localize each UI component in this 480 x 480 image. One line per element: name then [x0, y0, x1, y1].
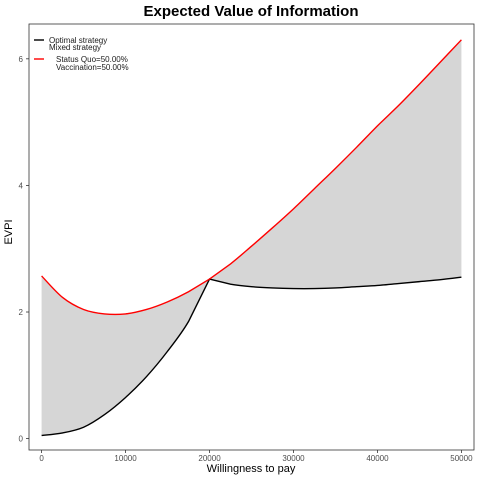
y-tick-label: 6	[19, 55, 24, 64]
y-tick-label: 0	[19, 435, 24, 444]
mixed-strategy-line	[41, 39, 462, 316]
optimal-strategy-line	[41, 276, 462, 437]
y-axis-ticks: 0 2 4 6	[19, 55, 29, 444]
legend-label-mixed-status-quo: Status Quo=50.00%	[56, 55, 128, 64]
legend-label-optimal: Optimal strategy	[49, 36, 107, 45]
y-axis-title: EVPI	[3, 219, 15, 244]
x-tick-label: 0	[39, 454, 44, 463]
chart-title: Expected Value of Information	[143, 3, 358, 20]
x-axis-ticks: 0 10000 20000 30000 40000 50000	[39, 450, 473, 463]
legend-label-mixed-header: Mixed strategy	[49, 43, 101, 52]
y-tick-label: 2	[19, 308, 24, 317]
x-tick-label: 30000	[282, 454, 305, 463]
y-tick-label: 4	[19, 181, 24, 190]
x-tick-label: 10000	[114, 454, 137, 463]
plot-panel-border	[28, 23, 475, 451]
x-tick-label: 40000	[366, 454, 389, 463]
x-tick-label: 50000	[450, 454, 473, 463]
legend-label-mixed-vaccination: Vaccination=50.00%	[56, 63, 129, 72]
legend: Optimal strategy Mixed strategy Status Q…	[34, 36, 129, 72]
evpi-gap-shaded-area	[41, 39, 462, 436]
x-axis-title: Willingness to pay	[207, 463, 296, 475]
x-tick-label: 20000	[198, 454, 221, 463]
plot-area	[28, 23, 475, 451]
